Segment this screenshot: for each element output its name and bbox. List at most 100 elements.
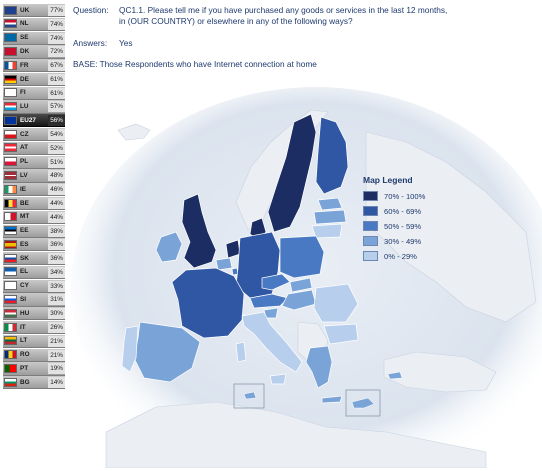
flag-si-icon xyxy=(4,295,17,304)
question-label: Question: xyxy=(73,5,109,15)
flag-ro-icon xyxy=(4,350,17,360)
flag-lt-icon xyxy=(4,336,17,346)
flag-mt-icon xyxy=(4,212,17,222)
country-value: 19% xyxy=(48,363,65,375)
legend-item: 60% - 69% xyxy=(363,206,483,216)
country-code: EE xyxy=(20,227,29,235)
country-row-nl: NL 74% xyxy=(3,17,65,31)
question-text-line2: in (OUR COUNTRY) or elsewhere in any of … xyxy=(119,16,353,26)
legend-swatch xyxy=(363,191,378,201)
country-se xyxy=(267,113,317,233)
country-code: SI xyxy=(20,296,27,303)
country-pt xyxy=(121,325,139,373)
country-value: 61% xyxy=(48,87,65,99)
flag-es-icon xyxy=(4,239,17,249)
country-code: UK xyxy=(20,6,30,14)
country-row-it: IT 26% xyxy=(3,320,65,335)
country-value: 56% xyxy=(48,115,65,127)
country-row-ro: RO 21% xyxy=(3,348,65,362)
country-lv xyxy=(313,209,347,225)
answers-value: Yes xyxy=(119,38,133,48)
country-code: IE xyxy=(20,185,27,193)
country-code: FI xyxy=(20,89,26,97)
country-code: FR xyxy=(20,61,29,69)
country-el xyxy=(305,345,333,389)
country-row-hu: HU 30% xyxy=(3,307,65,321)
country-row-cz: CZ 54% xyxy=(3,128,65,142)
region-iceland xyxy=(117,123,151,141)
country-code: SK xyxy=(20,254,29,262)
country-value: 38% xyxy=(48,225,65,237)
country-code: LT xyxy=(20,337,28,345)
legend-item: 0% - 29% xyxy=(363,251,483,261)
country-row-de: DE 61% xyxy=(3,72,65,87)
country-row-eu27: EU27 56% xyxy=(3,114,65,128)
country-cy-mainland xyxy=(387,371,403,380)
country-row-pt: PT 19% xyxy=(3,362,65,376)
legend-label: 0% - 29% xyxy=(384,251,417,261)
flag-cz-icon xyxy=(4,129,17,139)
country-row-lv: LV 48% xyxy=(3,169,65,183)
flag-el-icon xyxy=(4,267,17,277)
flag-se-icon xyxy=(4,33,17,43)
legend-item: 30% - 49% xyxy=(363,236,483,246)
flag-ee-icon xyxy=(4,226,17,236)
country-row-ee: EE 38% xyxy=(3,224,65,238)
country-value: 33% xyxy=(48,280,65,292)
flag-be-icon xyxy=(4,198,17,208)
country-el-crete xyxy=(321,395,343,404)
country-row-es: ES 36% xyxy=(3,238,65,252)
country-value: 31% xyxy=(48,294,65,306)
flag-bg-icon xyxy=(4,377,17,387)
base-text: BASE: Those Respondents who have Interne… xyxy=(73,59,317,69)
country-sk xyxy=(289,277,313,293)
country-value: 48% xyxy=(48,170,65,182)
country-value: 14% xyxy=(48,377,65,389)
europe-map xyxy=(66,72,542,471)
country-code: MT xyxy=(20,213,30,221)
legend-item: 70% - 100% xyxy=(363,191,483,201)
country-row-bg: BG 14% xyxy=(3,376,65,390)
country-value: 26% xyxy=(48,321,65,333)
legend-label: 60% - 69% xyxy=(384,206,422,216)
legend-item: 50% - 59% xyxy=(363,221,483,231)
flag-ie-icon xyxy=(4,184,17,194)
country-code: CY xyxy=(20,282,29,290)
country-value: 61% xyxy=(48,73,65,85)
flag-fr-icon xyxy=(4,60,17,70)
country-code: RO xyxy=(20,351,30,359)
country-row-si: SI 31% xyxy=(3,293,65,307)
country-it-sicily xyxy=(269,373,287,385)
country-code: LU xyxy=(20,103,29,111)
region-russia-east xyxy=(365,131,537,323)
country-ee xyxy=(317,197,343,211)
country-code: ES xyxy=(20,240,29,248)
country-code: EU27 xyxy=(20,116,36,124)
country-row-at: AT 52% xyxy=(3,141,65,155)
flag-sk-icon xyxy=(4,253,17,263)
country-value: 51% xyxy=(48,156,65,168)
country-row-lu: LU 57% xyxy=(3,100,65,114)
flag-pt-icon xyxy=(4,363,17,373)
country-row-cy: CY 33% xyxy=(3,279,65,293)
country-row-dk: DK 72% xyxy=(3,45,65,59)
question-text-line1: QC1.1. Please tell me if you have purcha… xyxy=(119,5,448,15)
country-code: SE xyxy=(20,34,29,42)
flag-nl-icon xyxy=(4,19,17,29)
region-turkey xyxy=(383,351,497,393)
country-code: EL xyxy=(20,268,29,276)
country-row-uk: UK 77% xyxy=(3,4,65,18)
legend-items: 70% - 100% 60% - 69% 50% - 59% 30% - 49% 0% … xyxy=(363,191,483,261)
question-header: Question: QC1.1. Please tell me if you h… xyxy=(73,5,538,69)
flag-lv-icon xyxy=(4,170,17,180)
country-code: BG xyxy=(20,378,30,386)
country-value: 52% xyxy=(48,142,65,154)
country-code: PL xyxy=(20,158,29,166)
country-row-se: SE 74% xyxy=(3,31,65,45)
flag-fi-icon xyxy=(4,88,17,98)
flag-lu-icon xyxy=(4,102,17,112)
country-bg xyxy=(323,323,359,345)
legend-label: 70% - 100% xyxy=(384,191,426,201)
country-pl xyxy=(279,235,325,279)
country-value: 44% xyxy=(48,197,65,209)
